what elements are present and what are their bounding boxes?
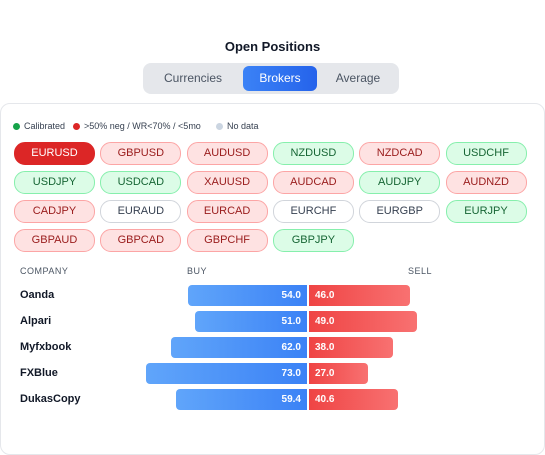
sell-bar: 46.0 [309,285,411,306]
pair-chip[interactable]: EURGBP [359,200,441,223]
tab[interactable]: Brokers [243,66,317,91]
sell-label: 46.0 [315,290,335,301]
column-header: SELL [408,266,433,276]
buy-label: 73.0 [281,368,301,379]
legend-item: No data [216,121,259,131]
buy-label: 51.0 [281,316,301,327]
pair-chip[interactable]: GBPCHF [186,229,268,252]
pair-chip[interactable]: EURJPY [445,200,527,223]
pair-chip[interactable]: CADJPY [14,200,95,223]
tab[interactable]: Currencies [163,71,223,85]
buy-label: 62.0 [281,342,301,353]
legend-dot [13,122,20,130]
legend-dot [216,122,223,130]
sell-label: 38.0 [315,342,335,353]
sell-label: 27.0 [315,368,335,379]
pair-chip[interactable]: EURCAD [186,200,268,223]
legend-label: No data [227,121,259,131]
pair-chip[interactable]: NZDCAD [359,142,441,165]
company-name: Oanda [20,289,55,301]
pair-chip[interactable]: XAUUSD [186,171,268,194]
sell-bar: 40.6 [309,389,399,410]
pair-chip[interactable]: EURAUD [100,200,182,223]
column-header: BUY [187,266,208,276]
company-name: Alpari [20,315,52,327]
sell-bar: 27.0 [309,363,369,384]
company-name: Myfxbook [20,341,72,353]
sell-bar: 49.0 [309,311,417,332]
legend-item: Calibrated [13,121,65,131]
legend-dot [73,122,80,130]
pair-chip[interactable]: NZDUSD [272,142,354,165]
pair-chip[interactable]: EURCHF [272,200,354,223]
column-header: COMPANY [20,266,69,276]
buy-bar: 51.0 [194,311,307,332]
pair-chip[interactable]: USDJPY [14,171,95,194]
pair-chip[interactable]: USDCAD [100,171,182,194]
tab[interactable]: Average [335,71,381,85]
buy-label: 54.0 [281,290,301,301]
buy-bar: 62.0 [170,337,307,358]
buy-label: 59.4 [281,394,301,405]
buy-bar: 59.4 [176,389,307,410]
pair-chip[interactable]: EURUSD [14,142,95,165]
pair-chip[interactable]: GBPCAD [100,229,182,252]
pair-chip[interactable]: GBPAUD [14,229,95,252]
legend-label: >50% neg / WR<70% / <5mo [84,121,201,131]
legend-label: Calibrated [24,121,66,131]
pair-chip[interactable]: USDCHF [445,142,527,165]
pair-chip[interactable]: GBPJPY [272,229,354,252]
buy-bar: 73.0 [146,363,307,384]
pair-chip[interactable]: AUDUSD [186,142,268,165]
title: Open Positions [224,39,321,54]
pair-chip[interactable]: GBPUSD [100,142,182,165]
pair-chip[interactable]: AUDCAD [272,171,354,194]
sell-label: 40.6 [315,394,335,405]
sell-label: 49.0 [315,316,335,327]
company-name: DukasCopy [20,393,81,405]
sell-bar: 38.0 [309,337,393,358]
buy-bar: 54.0 [188,285,307,306]
pair-chip[interactable]: AUDNZD [445,171,527,194]
tab-group: Currencies Brokers Average [143,63,399,94]
legend-item: >50% neg / WR<70% / <5mo [73,121,201,131]
company-name: FXBlue [20,367,58,379]
pair-chip[interactable]: AUDJPY [359,171,441,194]
